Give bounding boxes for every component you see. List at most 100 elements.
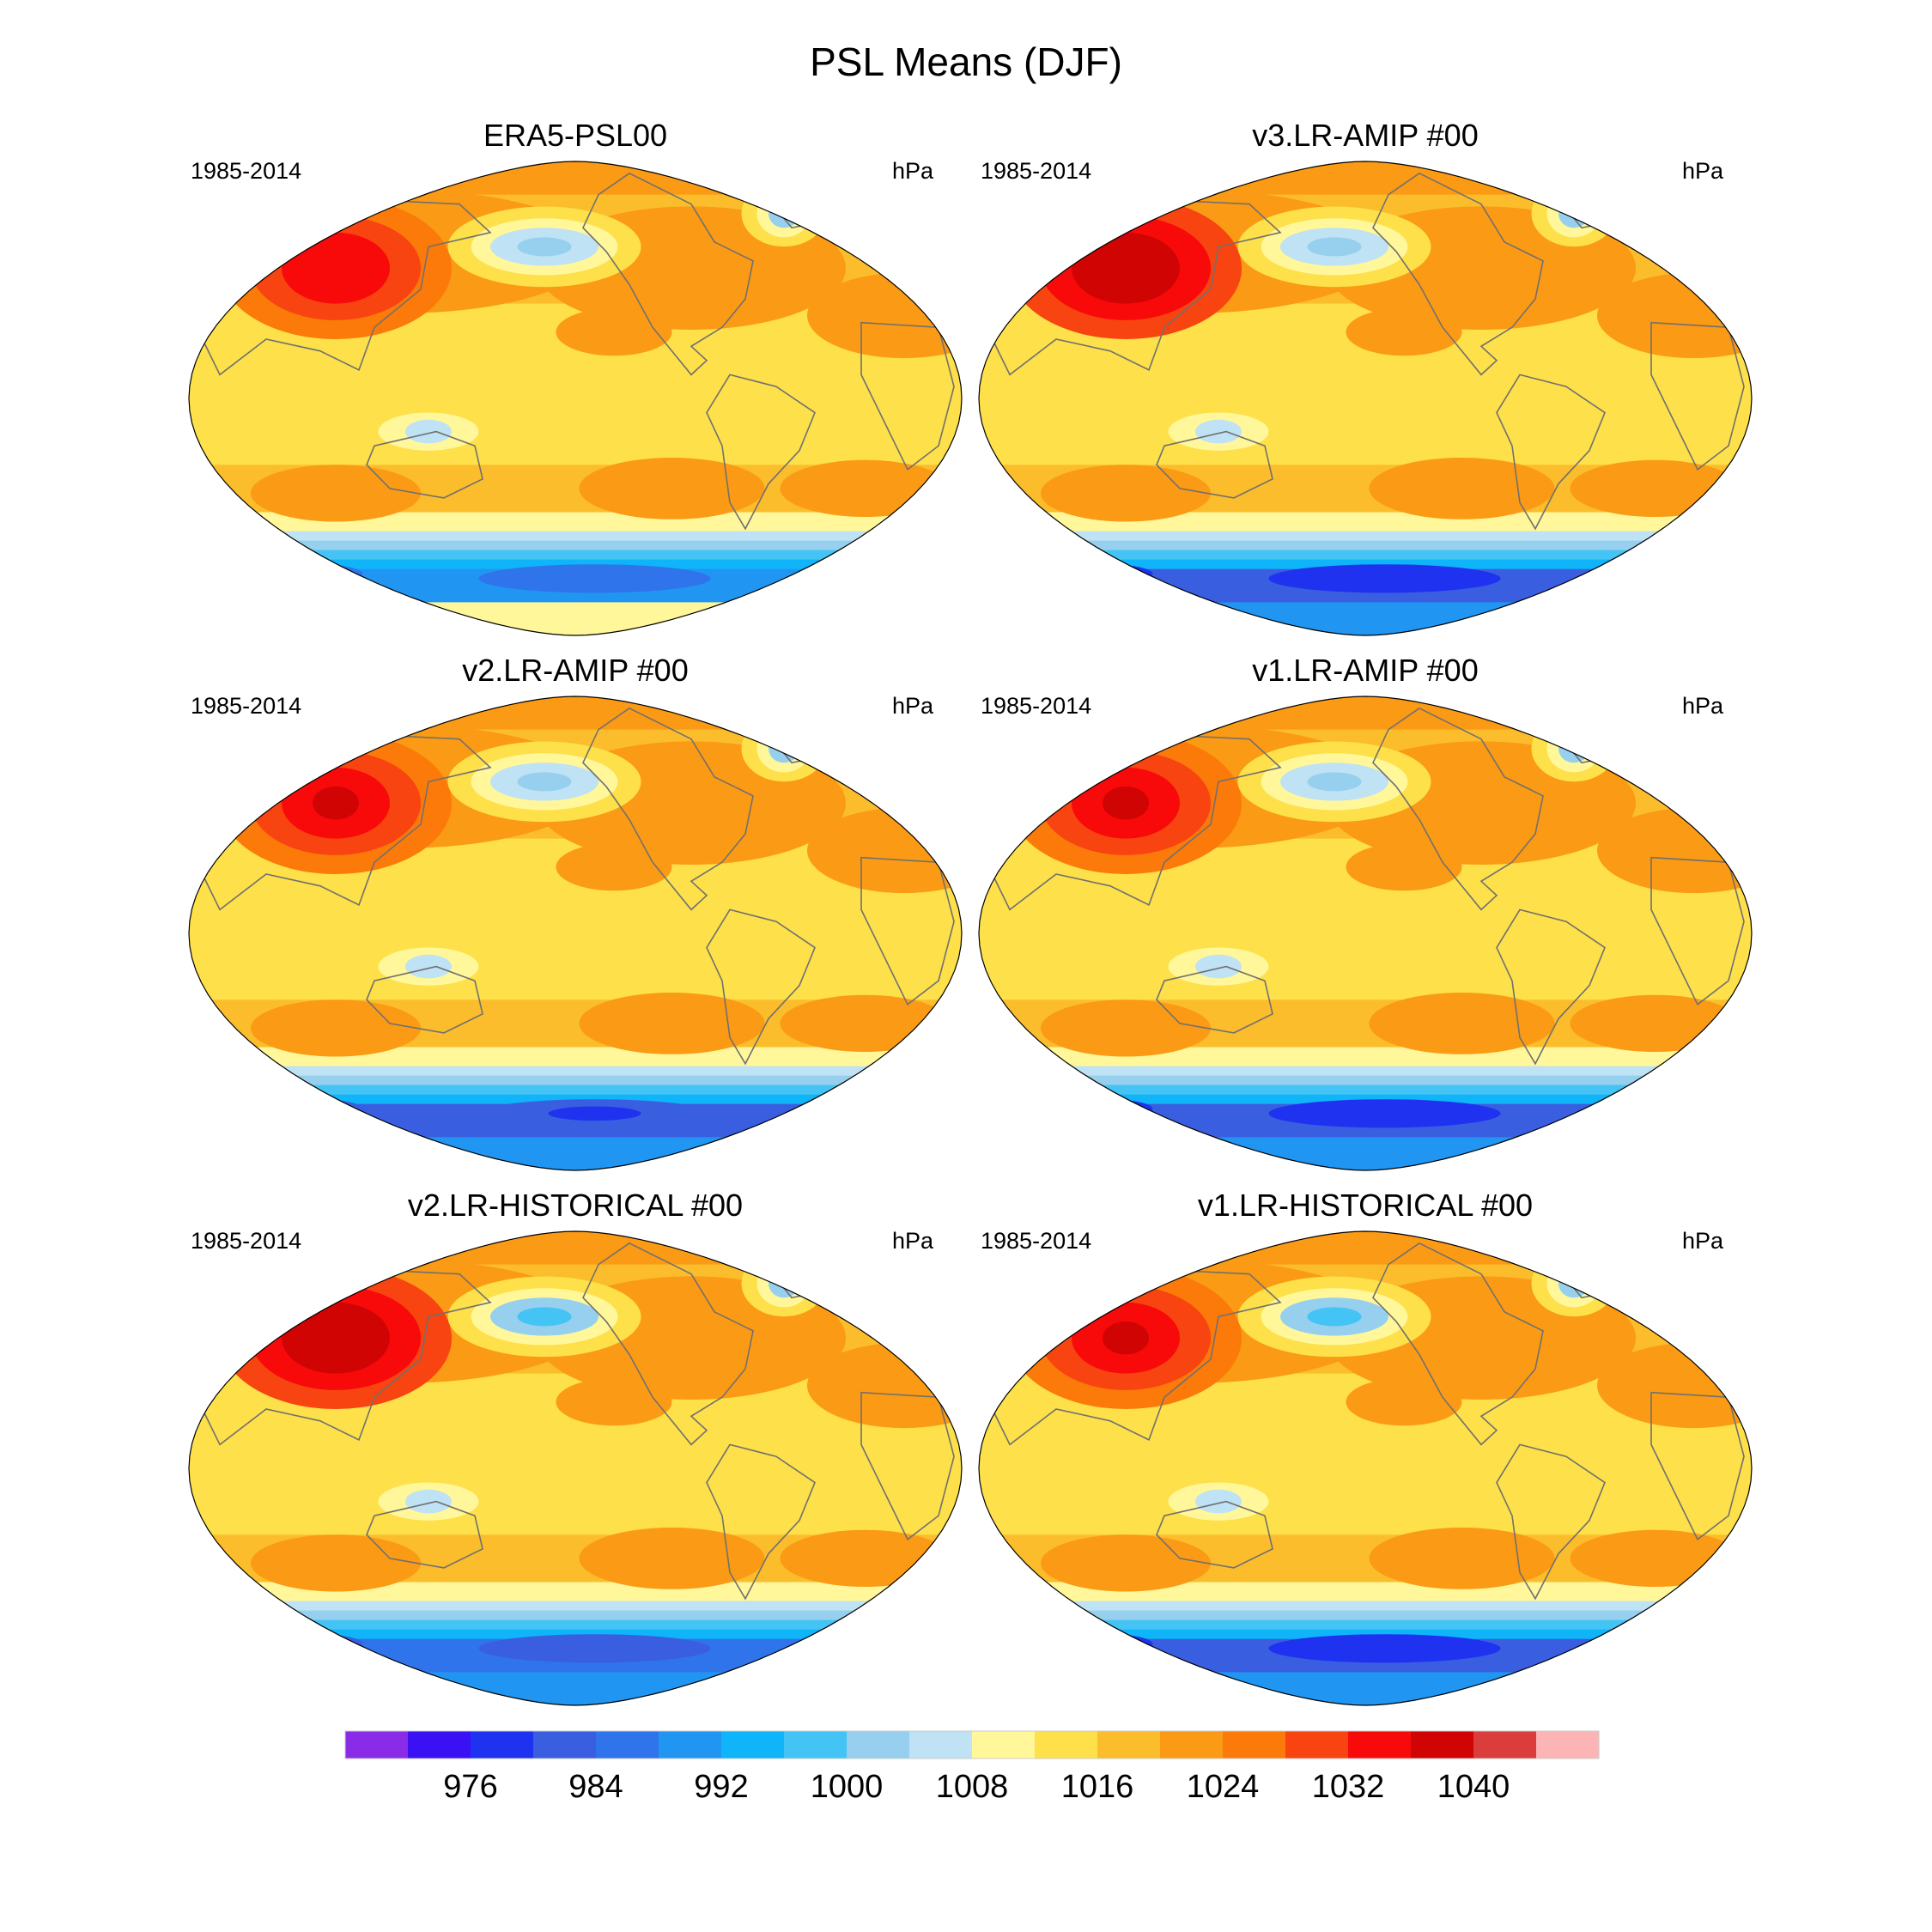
- panel-title: v2.LR-HISTORICAL #00: [408, 1188, 743, 1223]
- subtropical-high: [285, 1012, 386, 1045]
- south-america-coast: [1496, 1443, 1606, 1601]
- southern-trough: [548, 1106, 641, 1121]
- pressure-band: [189, 422, 962, 466]
- coastlines: [196, 1235, 955, 1601]
- pressure-band: [189, 161, 962, 196]
- subtropical-high: [583, 853, 645, 882]
- pressure-band: [189, 1047, 962, 1067]
- southern-trough: [1338, 1641, 1431, 1656]
- siberian-high: [313, 251, 359, 285]
- siberian-high: [313, 786, 359, 820]
- pressure-band: [979, 696, 1752, 731]
- colorbar-tick-label: 984: [568, 1769, 623, 1805]
- icelandic-low: [1546, 725, 1601, 773]
- pressure-band: [979, 1137, 1752, 1170]
- siberian-high: [1103, 786, 1149, 820]
- colorbar-tick-label: 1000: [811, 1769, 884, 1805]
- north-america-coast: [582, 172, 754, 376]
- africa-coast: [1650, 856, 1745, 1006]
- pressure-band: [979, 161, 1752, 196]
- panel-period: 1985-2014: [191, 158, 301, 184]
- colorbar-swatch: [1536, 1731, 1600, 1759]
- pressure-band: [189, 885, 962, 958]
- colorbar-swatch: [659, 1731, 722, 1759]
- pressure-band: [189, 1492, 962, 1536]
- panel-units: hPa: [892, 158, 934, 184]
- subtropical-high: [830, 843, 954, 891]
- southern-trough: [815, 567, 939, 591]
- australian-low: [405, 419, 452, 444]
- australia-coast: [1156, 965, 1273, 1034]
- map-border: [188, 696, 963, 1171]
- pressure-band: [979, 550, 1752, 561]
- panel-title: v1.LR-HISTORICAL #00: [1198, 1188, 1533, 1223]
- australian-low: [1195, 1489, 1242, 1514]
- africa-coast: [1650, 321, 1745, 471]
- colorbar-tick-label: 1040: [1437, 1769, 1510, 1805]
- pressure-band: [979, 1084, 1752, 1096]
- southern-trough: [815, 1637, 939, 1661]
- pressure-band: [979, 1047, 1752, 1067]
- subtropical-high: [583, 318, 645, 347]
- colorbar-swatch: [1348, 1731, 1412, 1759]
- aleutian-low: [1307, 772, 1362, 792]
- subtropical-high: [830, 308, 954, 356]
- pressure-band: [979, 1492, 1752, 1536]
- panel-title: ERA5-PSL00: [483, 118, 667, 153]
- pressure-band: [979, 1582, 1752, 1602]
- subtropical-high: [617, 1006, 726, 1041]
- panel-period: 1985-2014: [981, 1228, 1091, 1254]
- africa-coast: [860, 856, 955, 1006]
- subtropical-high: [1407, 1006, 1516, 1041]
- south-america-coast: [706, 374, 816, 531]
- southern-trough: [1338, 571, 1431, 586]
- pressure-band: [189, 540, 962, 551]
- subtropical-high: [583, 1388, 645, 1417]
- colorbar-swatch: [721, 1731, 785, 1759]
- contour-field: [979, 696, 1752, 1170]
- pressure-band: [189, 1610, 962, 1621]
- colorbar-swatch: [1160, 1731, 1224, 1759]
- colorbar-swatch: [345, 1731, 409, 1759]
- southern-trough: [1605, 567, 1728, 591]
- subtropical-high: [1075, 1012, 1176, 1045]
- pressure-band: [979, 1075, 1752, 1086]
- pressure-band: [189, 602, 962, 635]
- pressure-band: [979, 1672, 1752, 1705]
- colorbar-tick-label: 1016: [1061, 1769, 1134, 1805]
- australian-low: [1195, 954, 1242, 979]
- africa-coast: [1650, 1391, 1745, 1541]
- colorbar-swatch: [1097, 1731, 1161, 1759]
- colorbar-swatch: [1035, 1731, 1098, 1759]
- panel-units: hPa: [1682, 693, 1724, 719]
- aleutian-low: [517, 772, 572, 792]
- contour-field: [979, 1231, 1752, 1705]
- siberian-high: [313, 1321, 359, 1355]
- icelandic-low: [756, 190, 811, 238]
- africa-coast: [860, 1391, 955, 1541]
- pressure-band: [189, 957, 962, 1001]
- north-america-coast: [1372, 707, 1544, 911]
- colorbar-swatch: [847, 1731, 910, 1759]
- map-panel: ERA5-PSL00 1985-2014 hPa: [188, 118, 963, 636]
- pressure-band: [189, 1672, 962, 1705]
- subtropical-high: [1407, 471, 1516, 506]
- pressure-band: [189, 531, 962, 542]
- map-border: [188, 1230, 963, 1706]
- southern-trough: [1605, 1102, 1728, 1126]
- colorbar-swatch: [471, 1731, 534, 1759]
- pressure-band: [189, 550, 962, 561]
- contour-field: [189, 1231, 962, 1705]
- pressure-band: [979, 422, 1752, 466]
- north-america-coast: [1372, 1242, 1544, 1446]
- map-panel: v2.LR-HISTORICAL #00 1985-2014 hPa: [188, 1188, 963, 1706]
- australian-low: [405, 954, 452, 979]
- subtropical-high: [617, 471, 726, 506]
- icelandic-low: [756, 725, 811, 773]
- siberian-high: [1103, 1321, 1149, 1355]
- colorbar-swatch: [1411, 1731, 1474, 1759]
- australia-coast: [366, 1500, 483, 1569]
- pressure-band: [189, 512, 962, 532]
- panel-period: 1985-2014: [191, 693, 301, 719]
